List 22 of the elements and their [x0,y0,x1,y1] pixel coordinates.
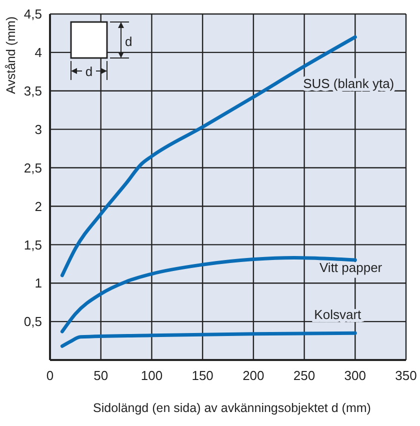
y-tick-label: 3 [34,122,42,137]
y-tick-label: 2,5 [24,160,42,176]
y-tick-label: 4,5 [24,6,42,22]
x-tick-label: 100 [140,368,163,383]
x-tick-label: 0 [46,368,54,383]
y-tick-label: 1,5 [24,237,42,252]
y-tick-label: 0,5 [24,314,42,330]
line-series [60,331,357,348]
x-tick-label: 200 [242,368,264,383]
y-axis-title: Avstånd (mm) [4,16,18,94]
x-tick-label: 300 [344,368,366,383]
annotation: d [125,34,132,49]
x-tick-label: 250 [293,368,316,383]
y-tick-label: 1 [34,276,42,291]
y-tick-label: 3,5 [24,84,42,99]
x-tick-label: 350 [395,368,417,383]
x-tick-label: 150 [192,368,214,383]
y-tick-label: 2 [34,198,42,214]
x-axis-title: Sidolängd (en sida) av avkänningsobjektet d (mm) [93,401,371,415]
y-tick-label: 4 [34,45,42,60]
annotation: d [85,64,93,79]
x-tick-label: 50 [94,368,108,383]
